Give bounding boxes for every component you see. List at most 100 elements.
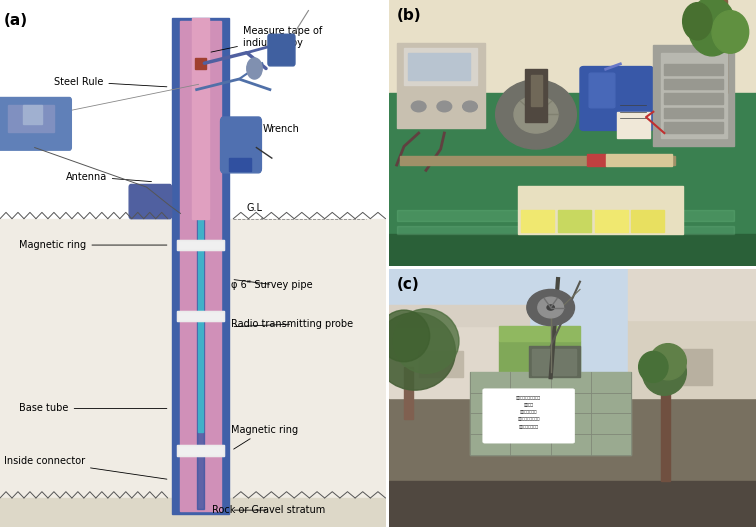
Text: Base tube: Base tube (20, 404, 167, 413)
Ellipse shape (547, 305, 554, 310)
Bar (389, 481, 756, 527)
Bar (0, 219, 386, 498)
Ellipse shape (688, 0, 736, 56)
Bar (8, 105, 54, 132)
Bar (653, 45, 734, 147)
Text: Receiver and
indicator: Receiver and indicator (4, 103, 68, 124)
Bar (419, 352, 463, 377)
Bar (389, 326, 528, 398)
Text: 管理：無線電訊分組: 管理：無線電訊分組 (517, 417, 540, 422)
Bar (389, 393, 756, 527)
Ellipse shape (639, 352, 668, 383)
Bar (587, 154, 606, 167)
Bar (397, 226, 734, 234)
Bar (178, 240, 224, 250)
Bar (389, 0, 756, 101)
Text: Magnetic ring: Magnetic ring (20, 240, 167, 250)
Bar (172, 18, 229, 514)
Bar (595, 210, 627, 231)
Text: Radio transmitting probe: Radio transmitting probe (231, 319, 354, 329)
Bar (665, 108, 723, 119)
Ellipse shape (496, 80, 576, 149)
Bar (407, 53, 470, 80)
Text: Magnetic ring: Magnetic ring (231, 425, 299, 449)
Bar (531, 74, 541, 106)
Bar (178, 311, 224, 321)
Ellipse shape (393, 309, 459, 373)
Bar (675, 349, 712, 385)
Bar (708, 0, 727, 93)
Text: 臺灣地盤水下地層沉陷: 臺灣地盤水下地層沉陷 (516, 396, 541, 400)
Bar (661, 383, 670, 481)
Bar (404, 48, 477, 85)
Ellipse shape (437, 101, 451, 112)
Bar (528, 346, 580, 377)
Bar (195, 58, 206, 69)
Bar (404, 367, 414, 418)
Text: Rock or Gravel stratum: Rock or Gravel stratum (212, 505, 325, 515)
FancyBboxPatch shape (0, 97, 71, 150)
Ellipse shape (531, 110, 541, 119)
FancyBboxPatch shape (589, 73, 615, 108)
Bar (389, 305, 528, 326)
Text: Antenna: Antenna (66, 172, 151, 182)
Bar (470, 372, 631, 455)
Text: Wrench: Wrench (234, 124, 299, 139)
Text: φ 6" Survey pipe: φ 6" Survey pipe (231, 280, 313, 289)
Ellipse shape (246, 58, 262, 79)
Bar (665, 79, 723, 89)
Ellipse shape (538, 297, 563, 318)
Text: 觀測井工: 觀測井工 (524, 403, 534, 407)
Text: Measure tape of
indium alloy: Measure tape of indium alloy (211, 26, 322, 52)
Bar (661, 53, 727, 139)
FancyBboxPatch shape (483, 389, 575, 443)
Bar (397, 43, 485, 128)
Ellipse shape (683, 3, 712, 40)
Bar (627, 269, 756, 320)
Bar (525, 69, 547, 122)
Bar (192, 18, 209, 219)
Bar (522, 210, 554, 231)
Bar (617, 112, 649, 139)
Text: (a): (a) (4, 13, 28, 28)
Ellipse shape (649, 344, 686, 380)
Bar (499, 341, 580, 398)
Bar (665, 122, 723, 133)
Bar (197, 24, 204, 509)
Bar (23, 105, 42, 124)
Bar (631, 210, 665, 231)
Bar (499, 326, 580, 341)
Text: Steel Rule: Steel Rule (54, 77, 167, 87)
Ellipse shape (643, 349, 686, 395)
Ellipse shape (375, 313, 455, 390)
Bar (178, 445, 224, 456)
Text: 期限：結束年月日: 期限：結束年月日 (519, 425, 539, 429)
Bar (181, 21, 221, 511)
Bar (178, 240, 224, 250)
Bar (397, 210, 734, 221)
FancyBboxPatch shape (129, 184, 172, 219)
Bar (606, 154, 671, 167)
Bar (532, 349, 576, 375)
Bar (401, 155, 675, 165)
Bar (627, 320, 756, 398)
FancyBboxPatch shape (221, 117, 262, 173)
Text: (c): (c) (397, 277, 420, 291)
Bar (178, 311, 224, 321)
Ellipse shape (411, 101, 426, 112)
FancyBboxPatch shape (268, 34, 295, 66)
Bar (558, 210, 591, 231)
Bar (389, 234, 756, 266)
Text: 地點：南投縣小: 地點：南投縣小 (520, 411, 538, 414)
Bar (198, 190, 203, 432)
Bar (518, 187, 683, 234)
Bar (229, 158, 250, 171)
Text: (b): (b) (397, 8, 421, 23)
Bar (389, 93, 756, 239)
Ellipse shape (712, 11, 748, 53)
Bar (178, 445, 224, 456)
Bar (665, 93, 723, 104)
Bar (389, 269, 756, 398)
Ellipse shape (514, 96, 558, 133)
Bar (665, 64, 723, 74)
